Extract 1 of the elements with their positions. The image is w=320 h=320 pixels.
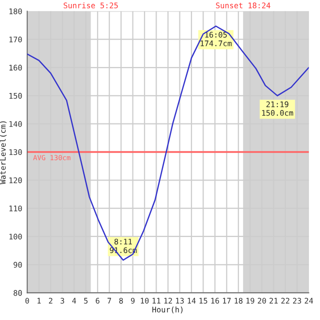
line-series <box>27 26 309 261</box>
